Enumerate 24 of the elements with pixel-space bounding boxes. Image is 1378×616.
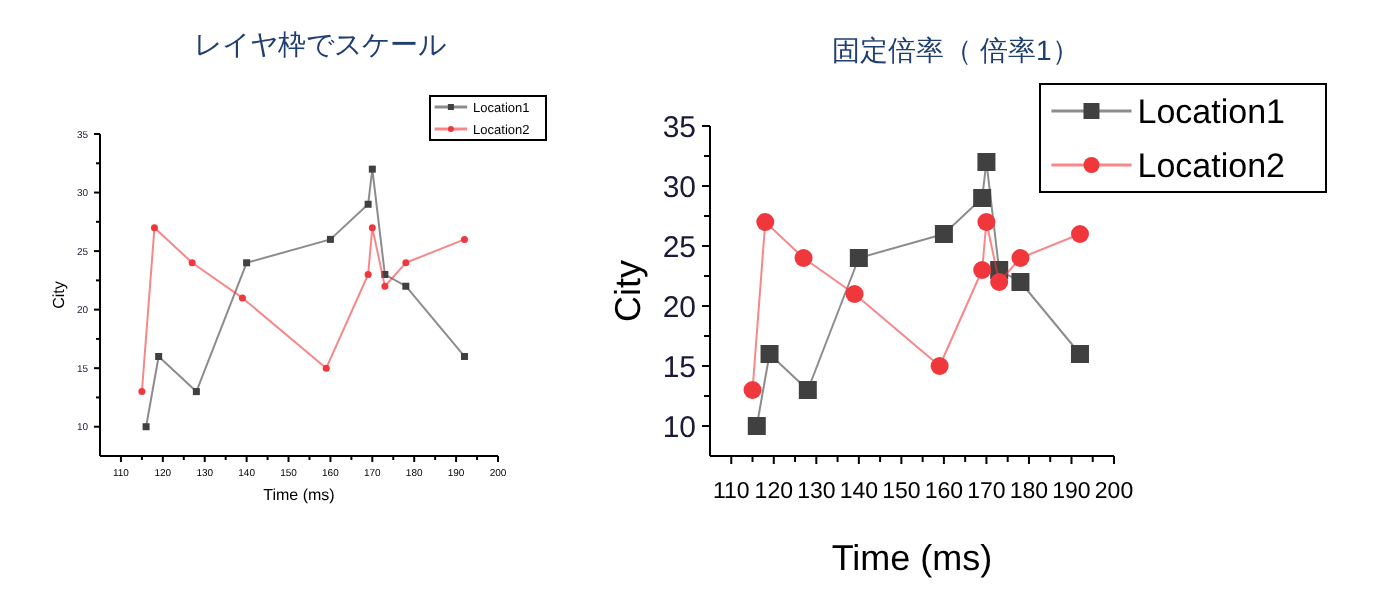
y-tick-label: 35 [662,110,696,145]
x-tick-label: 160 [924,480,964,504]
x-tick-label: 110 [712,480,750,504]
x-tick-label: 140 [839,480,879,504]
chart-title: レイヤ枠でスケール [194,28,446,60]
x-axis-title: Time (ms) [263,486,336,504]
chart-title: 固定倍率（ 倍率1） [832,34,1080,66]
x-tick-label: 120 [754,480,793,504]
y-axis-title: City [50,281,68,309]
legend-label: Location1 [1137,92,1285,131]
y-axis-title: City [608,260,648,322]
x-tick-label: 200 [1094,480,1134,504]
y-tick-label: 15 [662,350,696,385]
y-tick-label: 25 [662,230,696,265]
x-tick-label: 150 [882,480,921,504]
x-axis-title: Time (ms) [831,538,993,578]
y-tick-label: 20 [662,290,696,325]
x-tick-label: 190 [1052,480,1091,504]
x-tick-label: 170 [967,480,1006,504]
legend-label: Location2 [1137,146,1285,185]
y-tick-label: 10 [662,410,696,445]
x-tick-label: 130 [797,480,836,504]
x-tick-label: 180 [1009,480,1049,504]
y-tick-label: 30 [662,170,696,205]
